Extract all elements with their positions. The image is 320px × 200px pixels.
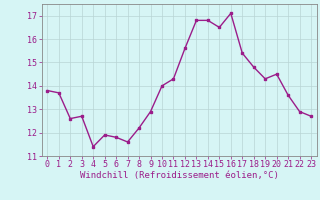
X-axis label: Windchill (Refroidissement éolien,°C): Windchill (Refroidissement éolien,°C) bbox=[80, 171, 279, 180]
